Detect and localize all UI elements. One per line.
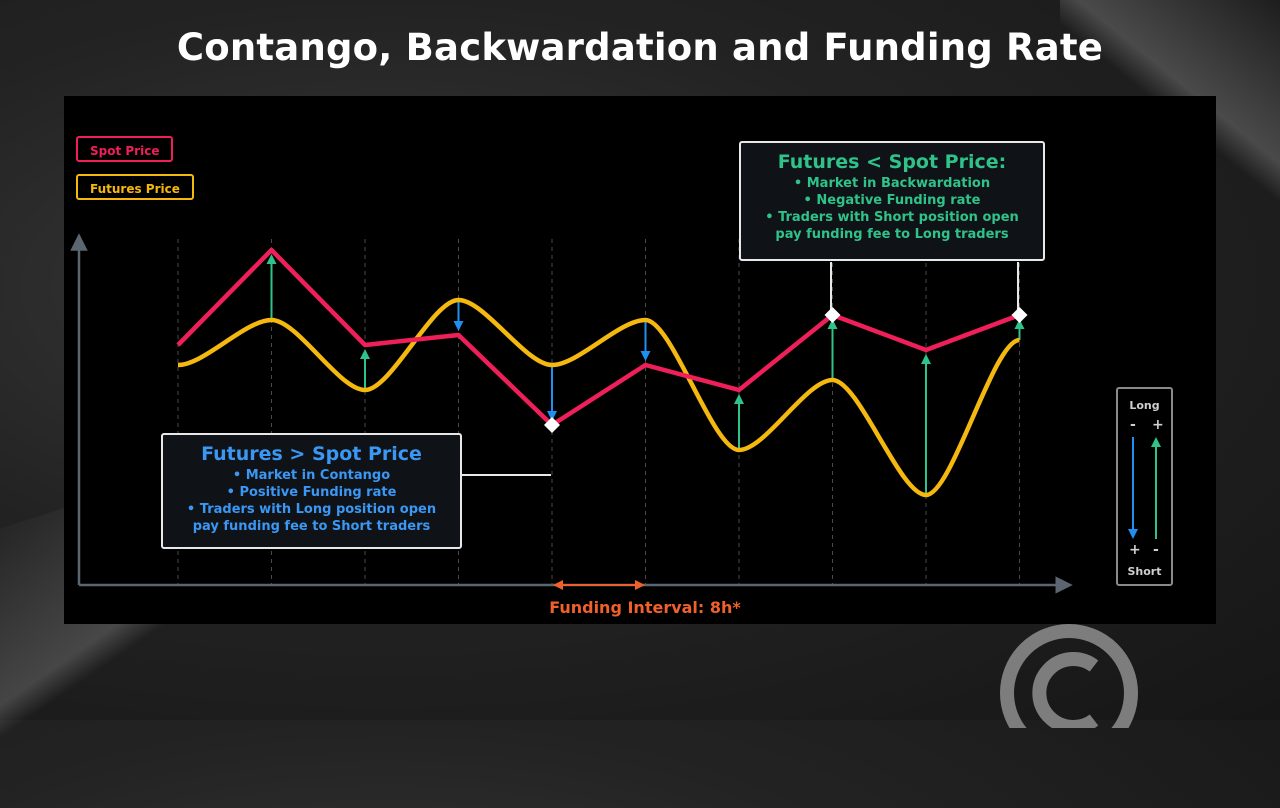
backwardation-bullet-continued: pay funding fee to Long traders — [775, 227, 1009, 242]
brand-logo — [1000, 624, 1138, 728]
chart-panel: Spot Price Futures Price Futures < Spot … — [64, 96, 1216, 624]
contango-heading: Futures > Spot Price — [201, 443, 422, 465]
backwardation-callout: Futures < Spot Price: • Market in Backwa… — [739, 141, 1045, 261]
backwardation-heading: Futures < Spot Price: — [777, 151, 1007, 173]
contango-bullet: • Traders with Long position open — [186, 502, 437, 517]
point-marker — [544, 417, 560, 433]
legend-futures-price: Futures Price — [76, 174, 194, 200]
sign-minus: - — [1153, 542, 1159, 558]
short-label: Short — [1127, 565, 1162, 578]
sign-plus: + — [1152, 417, 1164, 433]
price-chart — [70, 233, 1073, 594]
long-short-key: Long - + + - Short — [1116, 387, 1173, 586]
logo-ring — [1000, 624, 1138, 728]
funding-interval-label: Funding Interval: 8h* — [549, 598, 741, 617]
spot-price-line — [176, 247, 1021, 428]
contango-bullet: • Market in Contango — [232, 468, 391, 483]
backwardation-bullet: • Traders with Short position open — [765, 210, 1019, 225]
backwardation-bullet: • Negative Funding rate — [803, 193, 981, 208]
contango-bullet: • Positive Funding rate — [226, 485, 397, 500]
contango-bullet-continued: pay funding fee to Short traders — [192, 519, 431, 534]
difference-arrows — [266, 254, 1025, 495]
logo-c — [1032, 652, 1099, 728]
long-label: Long — [1129, 399, 1160, 412]
sign-plus: + — [1129, 542, 1141, 558]
point-marker — [1011, 307, 1028, 323]
futures-price-line — [177, 297, 1021, 498]
legend-spot-price: Spot Price — [76, 136, 174, 162]
page-title: Contango, Backwardation and Funding Rate — [176, 26, 1104, 69]
backwardation-bullet: • Market in Backwardation — [793, 176, 991, 191]
highlight-markers — [544, 307, 1028, 433]
point-marker — [824, 307, 841, 323]
contango-callout: Futures > Spot Price • Market in Contang… — [161, 433, 462, 549]
long-short-arrows — [1128, 437, 1161, 539]
sign-minus: - — [1130, 417, 1136, 433]
